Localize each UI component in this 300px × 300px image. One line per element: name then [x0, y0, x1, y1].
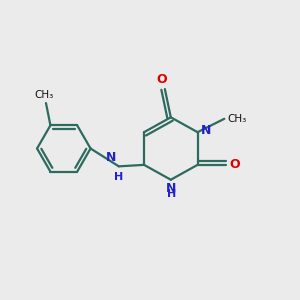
Text: H: H — [114, 172, 123, 182]
Text: CH₃: CH₃ — [35, 90, 54, 100]
Text: N: N — [200, 124, 211, 137]
Text: O: O — [157, 73, 167, 85]
Text: N: N — [106, 151, 116, 164]
Text: N: N — [166, 182, 177, 195]
Text: CH₃: CH₃ — [228, 114, 247, 124]
Text: O: O — [230, 158, 240, 171]
Text: H: H — [167, 189, 176, 199]
